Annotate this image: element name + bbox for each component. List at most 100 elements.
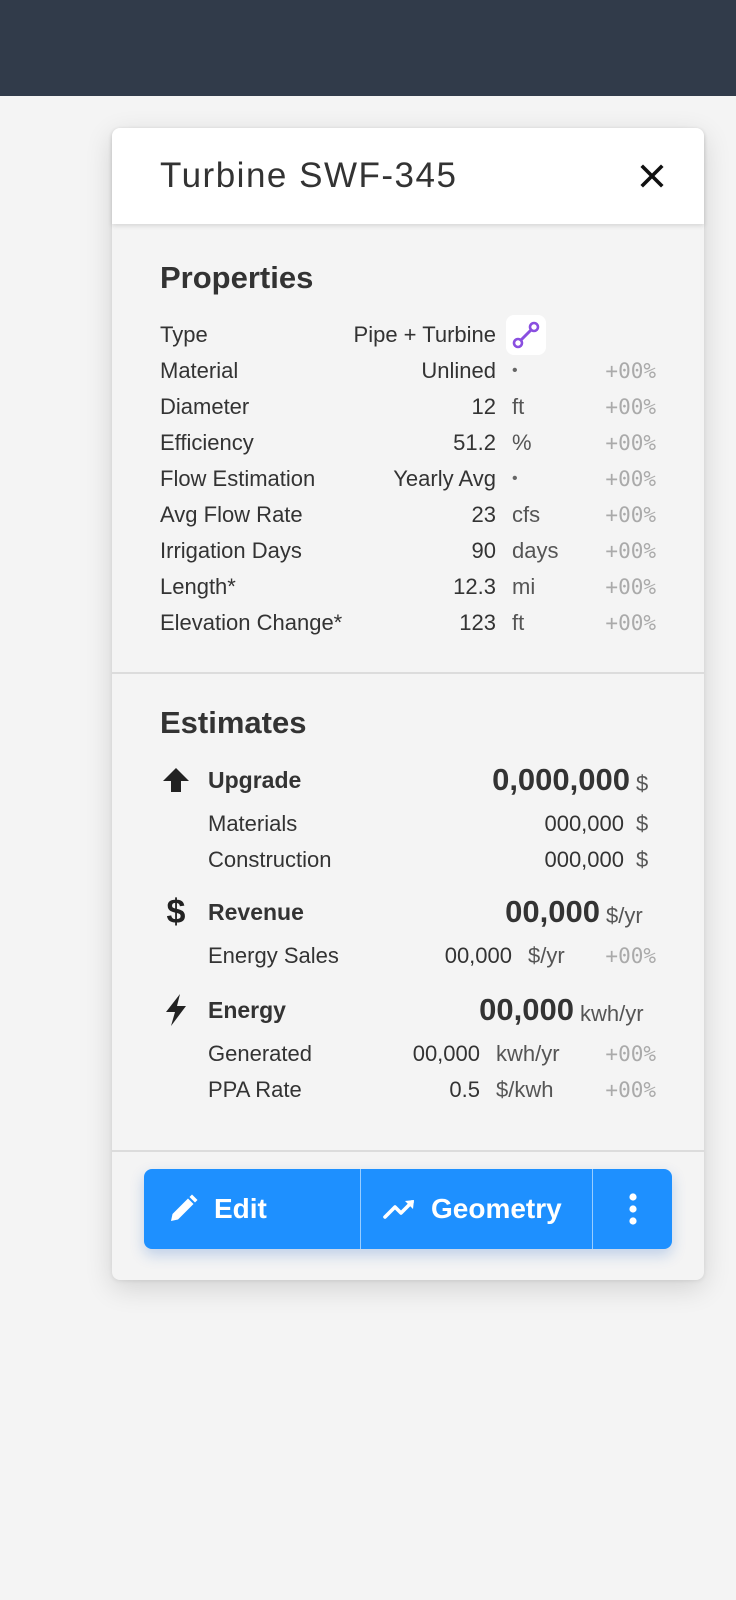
property-delta: +00% xyxy=(605,575,656,599)
estimate-item-delta: +00% xyxy=(605,1078,656,1102)
estimate-item-delta: +00% xyxy=(605,944,656,968)
property-label: Type xyxy=(160,322,208,347)
action-bar: Edit Geometry xyxy=(144,1169,672,1249)
estimate-revenue: $ Revenue 00,000 $/yr xyxy=(160,890,656,934)
estimate-item-value: 00,000 xyxy=(412,1041,480,1066)
properties-heading: Properties xyxy=(160,260,314,295)
estimate-item-unit: $ xyxy=(636,811,649,836)
property-unit: mi xyxy=(512,574,536,599)
property-row: Irrigation Days 90 days +00% xyxy=(160,533,656,569)
property-label: Length* xyxy=(160,574,236,599)
section-divider xyxy=(112,1150,704,1152)
estimate-label: Revenue xyxy=(208,899,304,925)
estimate-item-value: 000,000 xyxy=(544,847,624,872)
property-value: Unlined xyxy=(421,358,496,383)
estimate-unit: $/yr xyxy=(606,903,643,928)
app-top-bar xyxy=(0,0,736,96)
edit-button[interactable]: Edit xyxy=(144,1169,361,1249)
estimate-item-label: Generated xyxy=(208,1041,312,1066)
estimate-unit: kwh/yr xyxy=(580,1001,644,1026)
panel-title: Turbine SWF-345 xyxy=(160,156,458,195)
estimate-item: Materials 000,000 $ xyxy=(208,806,656,842)
estimate-item-value: 000,000 xyxy=(544,811,624,836)
estimate-item-unit: $/yr xyxy=(528,943,565,968)
estimate-total: 0,000,000 xyxy=(492,762,630,797)
estimate-label: Upgrade xyxy=(208,767,302,793)
estimate-item-value: 0.5 xyxy=(449,1077,480,1102)
property-label: Diameter xyxy=(160,394,250,419)
property-label: Irrigation Days xyxy=(160,538,302,563)
property-delta: +00% xyxy=(605,611,656,635)
dropdown-indicator[interactable]: • xyxy=(512,362,518,379)
estimate-total: 00,000 xyxy=(505,894,600,929)
section-divider xyxy=(112,672,704,674)
property-label: Flow Estimation xyxy=(160,466,316,491)
estimate-total: 00,000 xyxy=(479,992,574,1027)
estimate-item-label: Materials xyxy=(208,811,298,836)
estimate-energy: Energy 00,000 kwh/yr xyxy=(160,988,656,1032)
property-unit: cfs xyxy=(512,502,541,527)
property-label: Efficiency xyxy=(160,430,254,455)
property-delta: +00% xyxy=(605,467,656,491)
more-vertical-icon xyxy=(628,1193,637,1225)
property-label: Material xyxy=(160,358,239,383)
estimates-heading: Estimates xyxy=(160,705,307,740)
estimate-upgrade: Upgrade 0,000,000 $ xyxy=(160,758,656,802)
estimate-item-label: Energy Sales xyxy=(208,943,339,968)
property-row: Length* 12.3 mi +00% xyxy=(160,569,656,605)
edit-button-label: Edit xyxy=(214,1193,267,1224)
panel-header: Turbine SWF-345 xyxy=(112,128,704,224)
close-button[interactable] xyxy=(632,156,672,196)
property-value: Yearly Avg xyxy=(393,466,496,491)
estimate-item-unit: $ xyxy=(636,847,649,872)
property-row: Material Unlined • +00% xyxy=(160,353,656,389)
arrow-up-icon xyxy=(160,762,192,798)
lightning-bolt-icon xyxy=(160,992,192,1028)
more-options-button[interactable] xyxy=(593,1169,672,1249)
estimate-item: Generated 00,000 kwh/yr +00% xyxy=(208,1036,656,1072)
estimate-label: Energy xyxy=(208,997,286,1023)
close-icon xyxy=(640,164,664,188)
property-row: Efficiency 51.2% +00% xyxy=(160,425,656,461)
property-delta: +00% xyxy=(605,431,656,455)
property-value: 51.2 xyxy=(453,430,496,455)
dollar-icon: $ xyxy=(166,893,186,931)
estimate-item: PPA Rate 0.5 $/kwh +00% xyxy=(208,1072,656,1108)
property-delta: +00% xyxy=(605,359,656,383)
property-value: 90 xyxy=(471,538,496,563)
property-label: Avg Flow Rate xyxy=(160,502,303,527)
property-value: Pipe + Turbine xyxy=(353,322,496,347)
property-delta: +00% xyxy=(605,395,656,419)
property-label: Elevation Change* xyxy=(160,610,343,635)
property-unit: % xyxy=(512,430,532,455)
estimate-item: Energy Sales 00,000 $/yr +00% xyxy=(208,938,656,974)
property-unit: ft xyxy=(512,394,525,419)
property-delta: +00% xyxy=(605,503,656,527)
estimate-item-label: PPA Rate xyxy=(208,1077,302,1102)
property-row: Flow Estimation Yearly Avg • +00% xyxy=(160,461,656,497)
property-value: 123 xyxy=(459,610,496,635)
estimate-item-unit: $/kwh xyxy=(496,1077,554,1102)
property-unit: days xyxy=(512,538,559,563)
pipe-segment-icon[interactable] xyxy=(506,315,546,355)
estimate-item-delta: +00% xyxy=(605,1042,656,1066)
estimate-item: Construction 000,000 $ xyxy=(208,842,656,878)
property-row: Diameter 12 ft +00% xyxy=(160,389,656,425)
property-value: 12.3 xyxy=(453,574,496,599)
property-unit: ft xyxy=(512,610,525,635)
dropdown-indicator[interactable]: • xyxy=(512,470,518,487)
estimate-unit: $ xyxy=(636,771,649,796)
estimate-item-value: 00,000 xyxy=(444,943,512,968)
estimate-item-label: Construction xyxy=(208,847,332,872)
estimate-item-unit: kwh/yr xyxy=(496,1041,560,1066)
feature-detail-panel: Turbine SWF-345 Properties Type Pipe + T… xyxy=(112,128,704,1280)
geometry-button[interactable]: Geometry xyxy=(361,1169,593,1249)
property-row: Avg Flow Rate 23 cfs +00% xyxy=(160,497,656,533)
geometry-button-label: Geometry xyxy=(431,1193,562,1224)
pencil-icon xyxy=(166,1192,200,1226)
property-delta: +00% xyxy=(605,539,656,563)
property-value: 23 xyxy=(471,502,496,527)
trend-line-icon xyxy=(383,1192,417,1226)
property-value: 12 xyxy=(471,394,496,419)
property-row: Elevation Change* 123 ft +00% xyxy=(160,605,656,641)
